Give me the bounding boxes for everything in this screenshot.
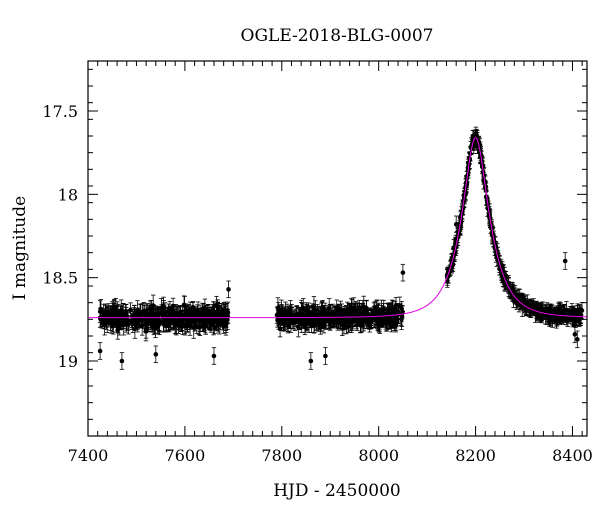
x-tick-label: 7600	[165, 446, 206, 465]
data-point	[215, 305, 220, 310]
data-area	[88, 126, 587, 370]
data-point	[283, 309, 288, 314]
data-point	[157, 319, 162, 325]
x-tick-label: 7800	[261, 446, 302, 465]
data-point	[168, 317, 174, 322]
plot-layer: 7400 7600 7800 8000 8200 8400 17.5 18 18.5 19	[42, 61, 593, 465]
data-point	[372, 311, 378, 316]
data-point	[288, 319, 294, 325]
data-point	[517, 299, 523, 304]
data-point	[322, 312, 327, 318]
x-axis-label: HJD - 2450000	[273, 481, 401, 501]
y-axis-label: I magnitude	[10, 196, 30, 300]
data-point	[556, 315, 561, 320]
data-point	[530, 303, 535, 308]
data-point	[400, 309, 405, 315]
data-point	[513, 297, 519, 302]
data-point	[311, 322, 317, 328]
data-point	[391, 311, 397, 317]
data-point	[205, 308, 211, 314]
data-point	[133, 314, 138, 320]
data-point	[115, 319, 121, 324]
y-tick-label: 18.5	[42, 269, 78, 288]
data-point	[318, 312, 324, 318]
y-tick-label: 19	[58, 352, 78, 371]
data-point	[188, 313, 193, 319]
data-point	[150, 322, 155, 327]
data-point	[212, 324, 217, 330]
y-tick-label: 18	[58, 185, 78, 204]
data-point	[137, 311, 143, 317]
data-point	[292, 317, 298, 323]
data-point	[182, 324, 188, 329]
data-point	[207, 318, 212, 324]
data-point	[218, 319, 223, 324]
data-point	[192, 312, 198, 318]
data-point	[129, 320, 135, 325]
data-point	[347, 310, 353, 316]
data-point	[361, 304, 367, 309]
data-point	[310, 310, 316, 316]
data-point	[377, 316, 382, 321]
data-point	[319, 309, 325, 315]
data-point	[126, 322, 131, 328]
data-point	[313, 316, 319, 322]
data-point	[281, 320, 286, 326]
data-point	[110, 309, 115, 314]
data-point	[159, 306, 164, 311]
data-point	[177, 313, 183, 318]
data-point	[534, 311, 540, 316]
data-point	[176, 318, 181, 323]
data-point	[118, 307, 124, 313]
data-point	[328, 318, 334, 323]
data-point	[221, 324, 226, 329]
data-point	[146, 320, 151, 325]
data-point	[132, 326, 138, 332]
y-tick-label: 17.5	[42, 102, 78, 121]
data-point	[555, 306, 561, 311]
axis-ticks: 7400 7600 7800 8000 8200 8400 17.5 18 18.5 19	[42, 61, 593, 465]
data-point	[383, 318, 388, 324]
x-tick-label: 7400	[68, 446, 109, 465]
data-point	[330, 311, 336, 316]
data-point	[576, 319, 582, 324]
data-point	[351, 305, 357, 310]
data-point	[298, 314, 303, 320]
data-point	[385, 308, 391, 314]
data-point	[195, 308, 201, 314]
data-point	[211, 309, 217, 314]
data-point	[101, 310, 106, 316]
data-point	[128, 307, 133, 313]
data-point	[572, 316, 578, 322]
data-point	[202, 318, 207, 323]
data-point	[182, 303, 187, 309]
data-point	[183, 317, 188, 322]
data-point	[379, 308, 384, 314]
data-point	[326, 305, 332, 311]
chart-title: OGLE-2018-BLG-0007	[241, 26, 434, 46]
data-point	[170, 303, 176, 309]
x-tick-label: 8200	[455, 446, 496, 465]
data-point	[392, 306, 398, 312]
data-point	[308, 316, 313, 321]
data-point	[194, 317, 200, 322]
data-point	[276, 310, 282, 316]
x-tick-label: 8400	[552, 446, 593, 465]
x-tick-label: 8000	[358, 446, 399, 465]
data-point	[221, 308, 227, 313]
